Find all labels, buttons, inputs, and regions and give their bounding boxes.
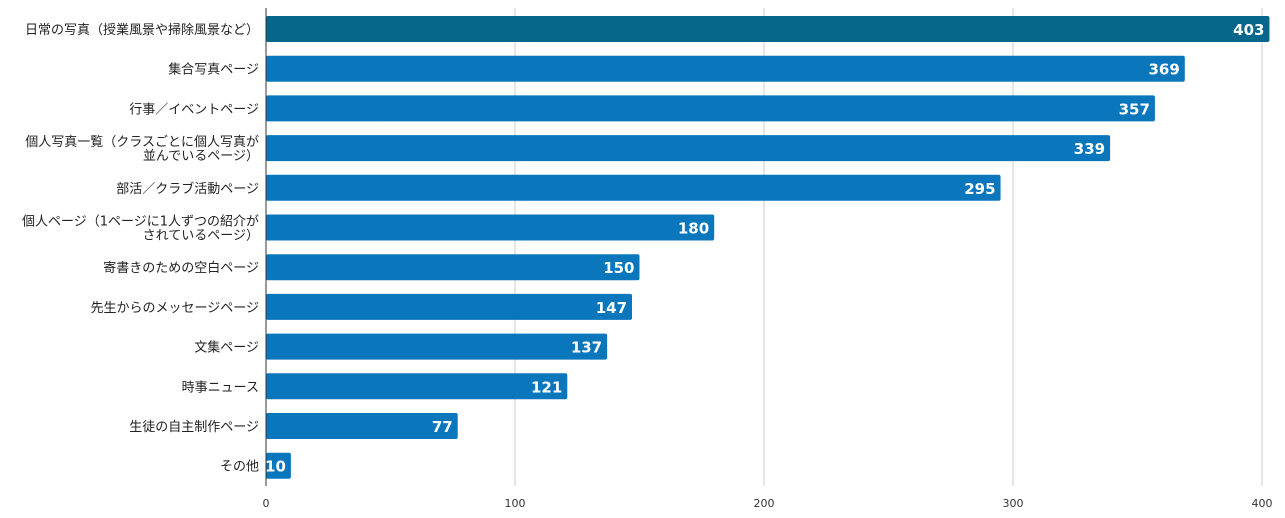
bar-value-label: 369 (1148, 61, 1179, 79)
bar (266, 214, 715, 241)
x-tick-label: 300 (1003, 497, 1024, 510)
bar (266, 55, 1185, 82)
bar-value-label: 147 (596, 299, 627, 317)
bar (266, 293, 633, 320)
category-label: 部活／クラブ活動ページ (116, 181, 259, 197)
bar (266, 452, 291, 479)
x-tick-label: 100 (505, 497, 526, 510)
category-label: その他 (220, 460, 259, 475)
x-tick-label: 400 (1252, 497, 1273, 510)
grid-lines (514, 8, 1263, 486)
x-tick-label: 200 (754, 497, 775, 510)
bar-value-label: 295 (964, 180, 995, 198)
bar-value-label: 180 (678, 220, 709, 238)
x-tick-label: 0 (263, 497, 270, 510)
bars: 403 369 357 339 295 180 150 147 137 121 77 10 (265, 16, 1270, 479)
category-label: 寄書きのための空白ページ (103, 260, 259, 276)
bar (266, 333, 608, 360)
x-axis-ticks: 0 100 200 300 400 (263, 497, 1273, 510)
bar-value-label: 137 (571, 339, 602, 357)
category-label: 時事ニュース (182, 380, 259, 395)
category-label: 並んでいるページ） (143, 149, 259, 164)
category-label: 日常の写真（授業風景や掃除風景など） (25, 22, 259, 38)
category-label: されているページ） (143, 229, 259, 244)
category-label: 生徒の自主制作ページ (129, 420, 259, 435)
bar-value-label: 339 (1074, 140, 1105, 158)
category-label: 個人ページ（1ページに1人ずつの紹介が (22, 215, 259, 230)
bar-value-label: 357 (1119, 100, 1150, 118)
category-label: 個人写真一覧（クラスごとに個人写真が (25, 134, 259, 150)
bar (266, 174, 1001, 201)
bar (266, 413, 458, 439)
category-label: 行事／イベントページ (129, 102, 259, 117)
bar (266, 16, 1270, 42)
category-label: 先生からのメッセージページ (91, 301, 259, 316)
bar-value-label: 77 (432, 418, 453, 436)
category-label: 文集ページ (194, 340, 259, 356)
bar (266, 373, 568, 400)
bar-value-label: 10 (265, 458, 286, 476)
bar (266, 95, 1155, 122)
category-labels: 日常の写真（授業風景や掃除風景など） 集合写真ページ行事／イベントページ個人写真一… (22, 22, 259, 475)
category-label: 集合写真ページ (168, 62, 259, 78)
bar-value-label: 121 (531, 378, 562, 396)
bar-value-label: 150 (603, 259, 634, 277)
bar (266, 254, 640, 281)
bar-value-label: 403 (1233, 21, 1264, 39)
bar (266, 135, 1111, 162)
